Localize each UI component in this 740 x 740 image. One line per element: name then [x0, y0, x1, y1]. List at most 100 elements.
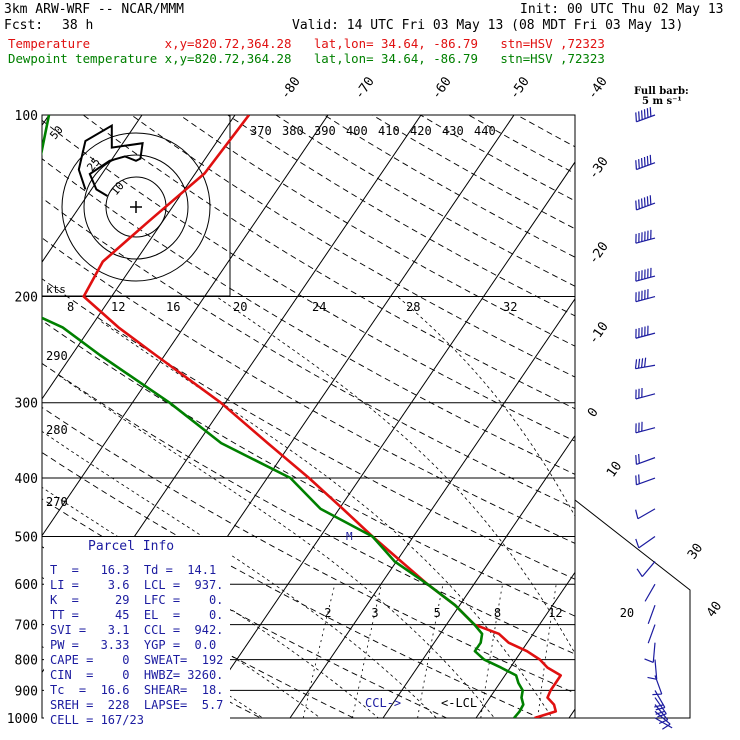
pressure-tick-label: 400 [15, 472, 38, 487]
wind-barb [654, 710, 671, 730]
dry-adiabat-line [468, 115, 575, 174]
theta-label: 420 [410, 124, 432, 138]
wind-barb-staff [654, 704, 669, 721]
wind-barb-flag [635, 200, 637, 210]
theta-label: 400 [346, 124, 368, 138]
wind-barb-flag [643, 109, 646, 119]
wind-barb-flag [646, 196, 649, 206]
isotherm-label: 10 [604, 459, 625, 480]
wind-barb-flag [635, 475, 637, 485]
forecast-label: Fcst: [4, 18, 44, 33]
wind-barb-flag [649, 195, 652, 205]
isotherm-label: -80 [278, 74, 304, 102]
theta-label: 270 [46, 495, 68, 509]
wind-barb [635, 267, 656, 282]
wind-barb-staff [644, 583, 656, 602]
parcel-row: PW = 3.33 YGP = 0.0 [50, 638, 217, 652]
isotherm-label: -30 [586, 154, 612, 182]
parcel-marker: M [346, 530, 353, 543]
wind-barb [635, 195, 656, 211]
theta-label: 430 [442, 124, 464, 138]
parcel-row: SREH = 228 LAPSE= 5.7 [50, 698, 224, 712]
moist-adiabat-line [216, 296, 575, 655]
plot-border [41, 114, 576, 719]
dry-adiabat-line [372, 115, 575, 230]
isotherm-line [475, 571, 575, 718]
parcel-row: CELL = 167/23 [50, 713, 144, 727]
speed-tick-label: 32 [503, 300, 517, 314]
dry-adiabat-line [82, 115, 575, 410]
wind-barb-staff [652, 642, 656, 663]
wind-barb [635, 154, 656, 171]
wind-barb [635, 107, 656, 123]
wind-barb-flag [649, 107, 652, 117]
wind-barb-staff [654, 659, 658, 680]
wind-barb-flag [635, 509, 639, 519]
wind-barb [635, 289, 656, 303]
moist-adiabat-line [397, 296, 575, 517]
wind-barb [634, 357, 656, 370]
theta-label: 440 [474, 124, 496, 138]
mixing-ratio-label: 3 [371, 606, 378, 620]
isotherm-line [42, 115, 329, 537]
moist-adiabat-line [100, 321, 553, 718]
wind-barb-flag [635, 454, 637, 465]
wind-barb [635, 508, 656, 520]
moist-adiabat-line [42, 576, 264, 718]
pressure-tick-label: 800 [15, 654, 38, 669]
wind-barb-flag [654, 704, 664, 708]
wind-barb-flag [646, 108, 649, 118]
wind-barb [654, 717, 673, 729]
parcel-row: CIN = 0 HWBZ= 3260. [50, 668, 224, 682]
wind-barb-flag [647, 676, 657, 680]
isotherm-label: -40 [585, 74, 611, 102]
wind-barb-flag [657, 713, 667, 718]
pressure-tick-label: 600 [15, 578, 38, 593]
wind-barb-flag [635, 160, 637, 170]
theta-label: 370 [250, 124, 272, 138]
wind-barb-flag [640, 158, 643, 168]
dewpoint-profile [42, 115, 525, 718]
mixing-ratio-label: 12 [548, 606, 562, 620]
speed-tick-label: 20 [233, 300, 247, 314]
wind-barb-staff [647, 604, 656, 624]
wind-barb-flag [637, 358, 641, 369]
isotherm-line [42, 115, 143, 263]
temperature-legend: Temperature x,y=820.72,364.28 lat,lon= 3… [8, 36, 605, 51]
pressure-tick-label: 200 [15, 291, 38, 306]
wind-barb-staff [647, 624, 656, 644]
speed-tick-label: 8 [67, 300, 74, 314]
wind-barb [644, 583, 656, 602]
theta-label: 280 [46, 423, 68, 437]
wind-barb-flag [649, 154, 652, 165]
isotherm-line [382, 434, 575, 718]
mixing-ratio-line [352, 584, 382, 718]
parcel-row: TT = 45 EL = 0. [50, 608, 224, 622]
isotherm-line [42, 115, 236, 400]
wind-barb-flag [638, 199, 640, 209]
wind-barb-flag [638, 474, 640, 484]
forecast-hour: 38 h [62, 18, 94, 33]
wind-barb [635, 421, 656, 434]
mixing-ratio-line [302, 584, 336, 718]
speed-tick-label: 16 [166, 300, 180, 314]
parcel-row: Tc = 16.6 SHEAR= 18. [50, 683, 224, 697]
mixing-ratio-label: 8 [494, 606, 501, 620]
dry-adiabat-line [42, 119, 575, 442]
dry-adiabat-line [42, 498, 448, 718]
parcel-info-title: Parcel Info [88, 539, 175, 554]
wind-barb-flag [655, 706, 666, 711]
parcel-row: K = 29 LFC = 0. [50, 593, 224, 607]
wind-barb-flag [640, 358, 644, 368]
wind-barb-staff [654, 675, 663, 695]
dry-adiabat-line [420, 115, 575, 202]
pressure-tick-label: 700 [15, 619, 38, 634]
pressure-tick-label: 900 [15, 684, 38, 699]
isotherm-label: -50 [507, 74, 533, 102]
dry-adiabat-line [179, 115, 575, 347]
full-barb-label: Full barb: [634, 86, 689, 97]
wind-barb [654, 690, 666, 711]
mixing-ratio-line [537, 584, 557, 718]
isotherm-label: -60 [429, 74, 455, 102]
